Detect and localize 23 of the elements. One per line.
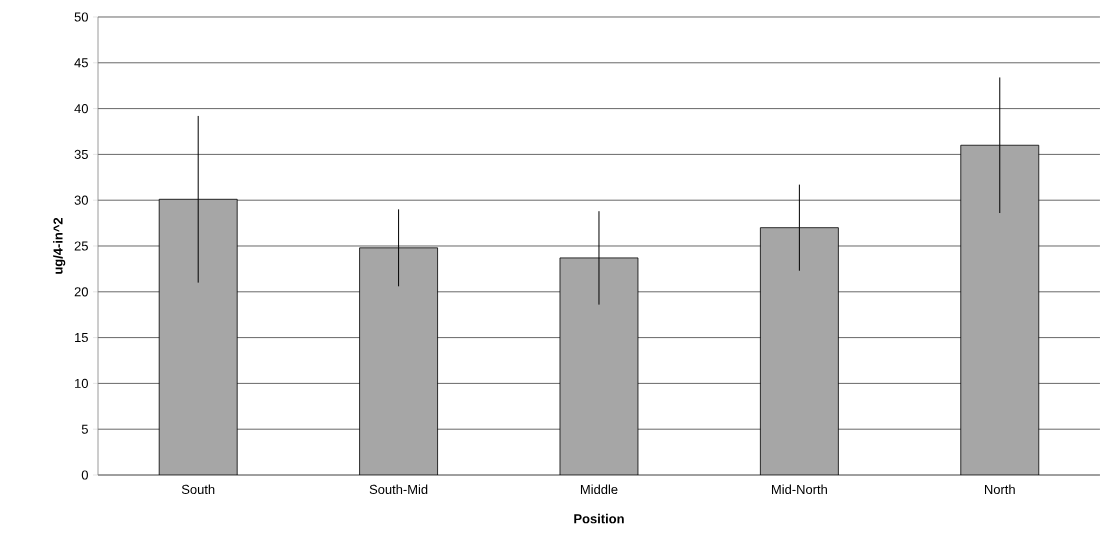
x-tick-label: Mid-North: [772, 484, 827, 495]
y-axis-title: ug/4-in^2: [53, 217, 66, 274]
y-tick-label: 30: [74, 195, 88, 205]
x-tick-label: South: [181, 484, 215, 495]
bar: [359, 247, 438, 475]
y-tick-label: 50: [74, 12, 88, 22]
y-tick-label: 0: [81, 470, 88, 480]
y-tick-label: 35: [74, 149, 88, 159]
y-tick-label: 20: [74, 287, 88, 297]
x-tick-label: Middle: [580, 484, 618, 495]
x-tick-label: North: [984, 484, 1015, 495]
bar: [759, 227, 839, 475]
bar: [960, 144, 1040, 475]
bar: [158, 198, 238, 475]
y-tick-label: 25: [74, 241, 88, 251]
x-tick-label: South-Mid: [369, 484, 428, 495]
y-tick-label: 40: [74, 104, 88, 114]
y-tick-label: 15: [75, 333, 88, 343]
bar: [559, 257, 639, 475]
y-tick-label: 10: [75, 378, 88, 388]
y-tick-label: 5: [81, 424, 88, 434]
y-tick-label: 45: [74, 58, 88, 68]
x-axis-title: Position: [574, 513, 624, 524]
